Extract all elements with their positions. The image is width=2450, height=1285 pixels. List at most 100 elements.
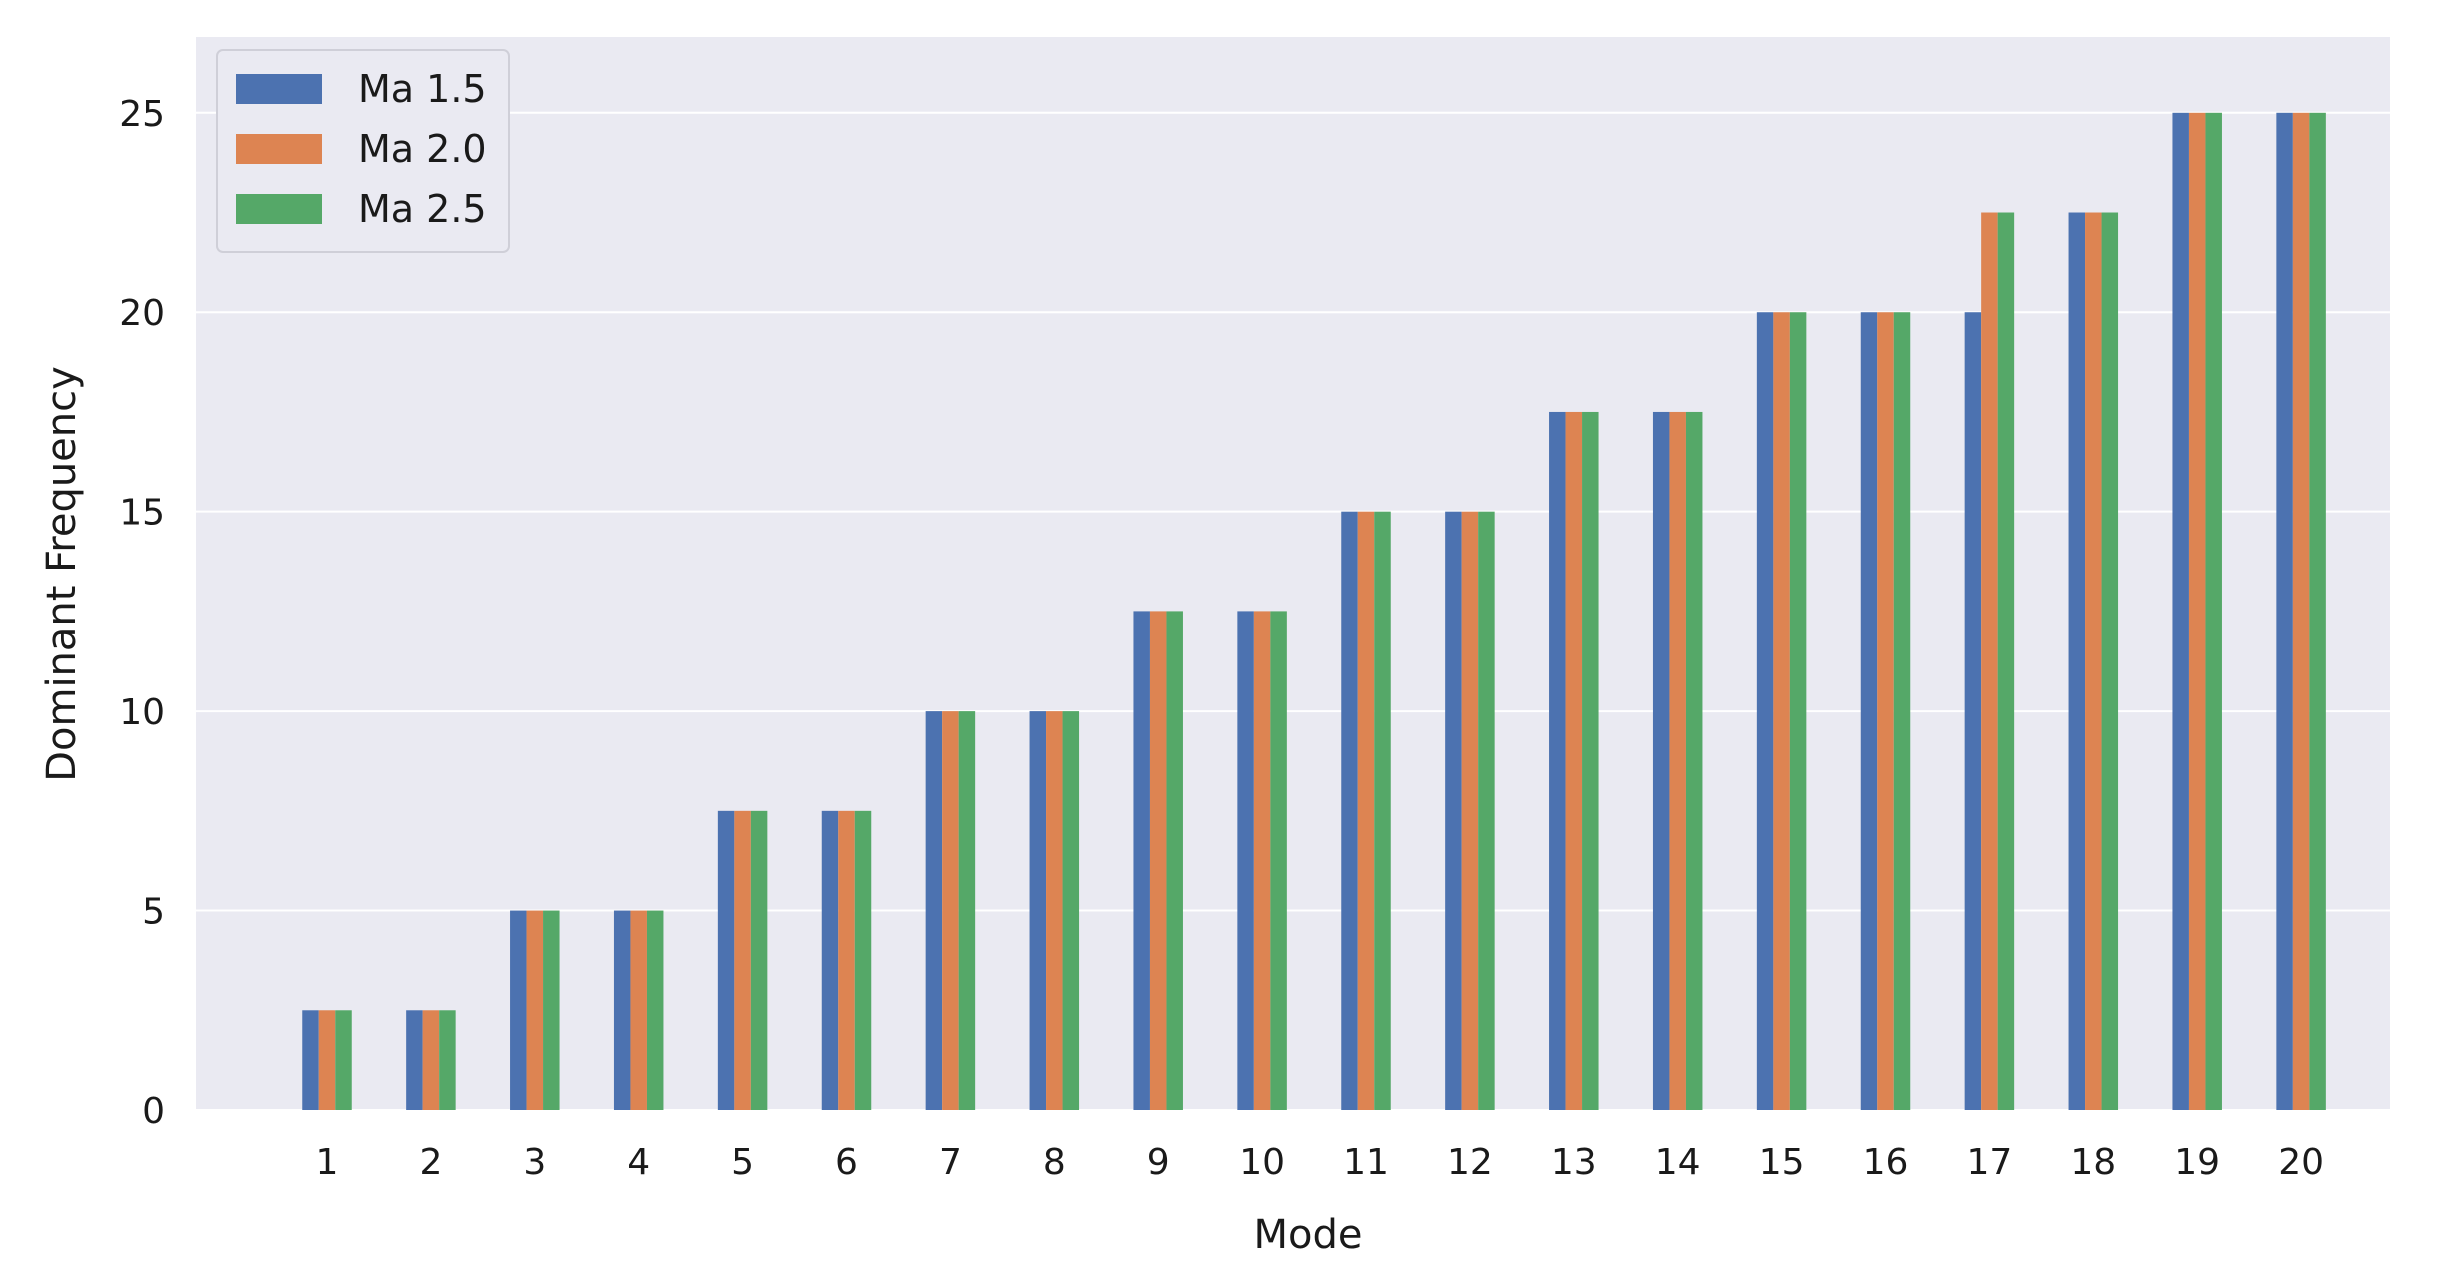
plot-area [196,37,2390,1110]
x-tick-label: 16 [1863,1142,1909,1183]
x-tick-label: 1 [316,1142,339,1183]
bar-ma-1-5-mode-5 [717,810,735,1110]
y-tick-label: 10 [119,692,165,733]
x-tick-label: 7 [939,1142,962,1183]
bar-ma-2-5-mode-13 [1582,411,1599,1110]
bar-ma-1-5-mode-16 [1860,312,1878,1110]
bar-ma-2-5-mode-19 [2205,112,2222,1111]
x-tick-label: 11 [1343,1142,1389,1183]
bars [302,112,2326,1111]
bar-ma-2-0-mode-3 [526,910,544,1110]
legend-label: Ma 2.5 [358,187,487,231]
bar-ma-2-5-mode-20 [2309,112,2326,1111]
x-tick-label: 5 [731,1142,754,1183]
bar-ma-2-0-mode-4 [630,910,647,1110]
bar-ma-2-5-mode-8 [1062,711,1080,1110]
y-tick-label: 0 [142,1091,165,1132]
x-tick-label: 12 [1447,1142,1493,1183]
bar-ma-2-5-mode-5 [750,810,768,1110]
bar-ma-2-0-mode-8 [1046,711,1063,1110]
bar-ma-1-5-mode-1 [302,1010,319,1110]
bar-ma-2-5-mode-14 [1685,411,1703,1110]
bar-ma-1-5-mode-7 [925,711,943,1110]
bar-ma-1-5-mode-3 [510,910,527,1110]
bar-ma-1-5-mode-2 [406,1010,423,1110]
y-tick-label: 20 [119,293,165,334]
bar-ma-2-0-mode-18 [2085,212,2102,1111]
x-tick-label: 13 [1551,1142,1597,1183]
grid-lines [196,111,2390,1111]
x-tick-label: 20 [2278,1142,2324,1183]
bar-ma-1-5-mode-10 [1237,611,1254,1110]
bar-ma-2-5-mode-1 [335,1010,352,1110]
y-tick-label: 25 [119,94,165,135]
bar-ma-1-5-mode-11 [1341,511,1358,1110]
y-tick-labels: 0 5 10 15 20 25 [119,94,165,1132]
y-axis-label: Dominant Frequency [39,366,85,782]
bar-ma-2-0-mode-15 [1773,312,1790,1110]
bar-ma-2-5-mode-9 [1166,611,1183,1110]
legend-swatch [236,194,322,224]
bar-ma-2-0-mode-2 [422,1010,440,1110]
bar-ma-1-5-mode-20 [2276,112,2293,1111]
legend-label: Ma 2.0 [358,127,487,171]
x-tick-label: 3 [523,1142,546,1183]
bar-ma-2-5-mode-18 [2101,212,2119,1111]
bar-ma-2-5-mode-3 [543,910,560,1110]
bar-ma-1-5-mode-15 [1756,312,1774,1110]
x-tick-label: 9 [1147,1142,1170,1183]
bar-ma-1-5-mode-19 [2172,112,2189,1111]
x-tick-label: 4 [627,1142,650,1183]
bar-ma-1-5-mode-14 [1652,411,1670,1110]
bar-ma-1-5-mode-4 [613,910,631,1110]
bar-ma-2-0-mode-1 [318,1010,336,1110]
x-tick-label: 15 [1759,1142,1805,1183]
bar-ma-2-0-mode-13 [1565,411,1583,1110]
bar-ma-1-5-mode-17 [1964,312,1982,1110]
x-tick-label: 2 [419,1142,442,1183]
x-tick-label: 19 [2174,1142,2220,1183]
x-tick-label: 17 [1966,1142,2012,1183]
bar-ma-2-5-mode-15 [1789,312,1807,1110]
bar-ma-1-5-mode-12 [1445,511,1462,1110]
bar-ma-2-0-mode-9 [1149,611,1167,1110]
legend-swatch [236,74,322,104]
bar-ma-2-0-mode-16 [1877,312,1894,1110]
bar-ma-2-5-mode-17 [1997,212,2015,1111]
bar-ma-2-5-mode-11 [1374,511,1391,1110]
bar-ma-2-0-mode-7 [942,711,959,1110]
bar-ma-2-5-mode-7 [958,711,976,1110]
x-tick-label: 8 [1043,1142,1066,1183]
x-tick-label: 10 [1239,1142,1285,1183]
bar-ma-2-5-mode-10 [1270,611,1287,1110]
bar-ma-1-5-mode-18 [2068,212,2086,1111]
y-tick-label: 15 [119,493,165,534]
x-tick-labels: 1 2 3 4 5 6 7 8 9 10 11 12 13 14 15 16 17 18 19 20 [316,1142,2324,1183]
x-tick-label: 18 [2070,1142,2116,1183]
bar-ma-2-5-mode-16 [1893,312,1911,1110]
bar-ma-2-5-mode-4 [646,910,664,1110]
bar-ma-1-5-mode-8 [1029,711,1047,1110]
bar-ma-2-5-mode-6 [854,810,872,1110]
x-tick-label: 6 [835,1142,858,1183]
bar-ma-1-5-mode-13 [1549,411,1566,1110]
bar-ma-1-5-mode-9 [1133,611,1150,1110]
x-tick-label: 14 [1655,1142,1701,1183]
bar-ma-2-5-mode-2 [439,1010,456,1110]
bar-ma-2-0-mode-12 [1461,511,1479,1110]
bar-ma-2-0-mode-10 [1253,611,1271,1110]
y-tick-label: 5 [142,892,165,933]
bar-ma-2-0-mode-20 [2292,112,2310,1111]
x-axis-label: Mode [1254,1212,1363,1258]
bar-ma-2-0-mode-14 [1669,411,1686,1110]
legend-swatch [236,134,322,164]
bar-ma-2-0-mode-5 [734,810,751,1110]
bar-ma-2-0-mode-6 [838,810,855,1110]
bar-ma-1-5-mode-6 [821,810,839,1110]
bar-ma-2-5-mode-12 [1478,511,1495,1110]
legend: Ma 1.5 Ma 2.0 Ma 2.5 [216,49,510,253]
legend-label: Ma 1.5 [358,67,487,111]
bar-ma-2-0-mode-19 [2188,112,2206,1111]
bar-ma-2-0-mode-11 [1357,511,1375,1110]
